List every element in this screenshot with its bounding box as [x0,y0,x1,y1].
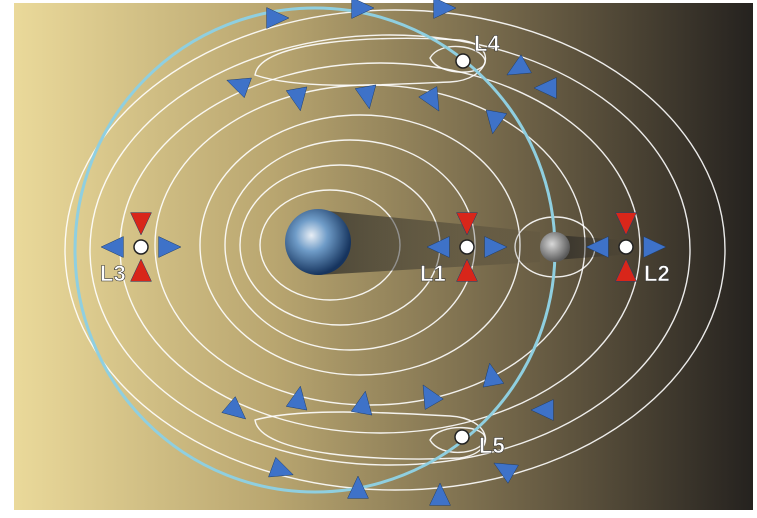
point-label: L3 [100,261,126,286]
stability-arrow [158,236,182,258]
markers [100,0,667,506]
flow-arrow [354,84,377,110]
stability-arrow [130,212,152,236]
stability-arrow [615,212,637,236]
earth-shadow [318,210,540,275]
lagrange-point [454,429,470,445]
flow-arrow [418,86,440,112]
point-label: L4 [474,31,500,56]
flow-arrow [493,462,519,484]
stability-arrow [484,236,508,258]
stability-arrow [456,258,478,282]
point-label: L2 [644,261,670,286]
contour [64,9,726,491]
stability-arrow [100,236,124,258]
flow-arrow [482,362,505,388]
stability-arrow [426,236,450,258]
flow-arrow [350,390,373,416]
stability-arrow [456,212,478,236]
point-label: L1 [420,261,446,286]
flow-arrow [485,109,508,135]
flow-arrow [429,482,451,506]
stability-arrow [585,236,609,258]
flow-arrow [433,0,457,19]
earth [285,209,351,275]
stability-arrow [615,258,637,282]
flow-arrow [533,77,557,99]
flow-arrow [285,86,308,112]
flow-arrow [221,396,247,420]
lagrange-point [459,239,475,255]
stability-arrow [130,258,152,282]
lagrange-point [618,239,634,255]
lagrange-point [133,239,149,255]
flow-arrow [268,456,294,478]
flow-arrow [422,384,444,410]
stability-arrow [643,236,667,258]
flow-arrow [226,77,252,99]
point-label: L5 [479,433,505,458]
flow-arrow [347,475,369,499]
flow-arrow [506,54,532,76]
flow-arrow [351,0,375,19]
flow-arrow [530,399,554,421]
lagrange-point [455,53,471,69]
moon [540,232,570,262]
flow-arrow [266,7,290,29]
contour [89,34,691,466]
flow-arrow [285,385,308,411]
